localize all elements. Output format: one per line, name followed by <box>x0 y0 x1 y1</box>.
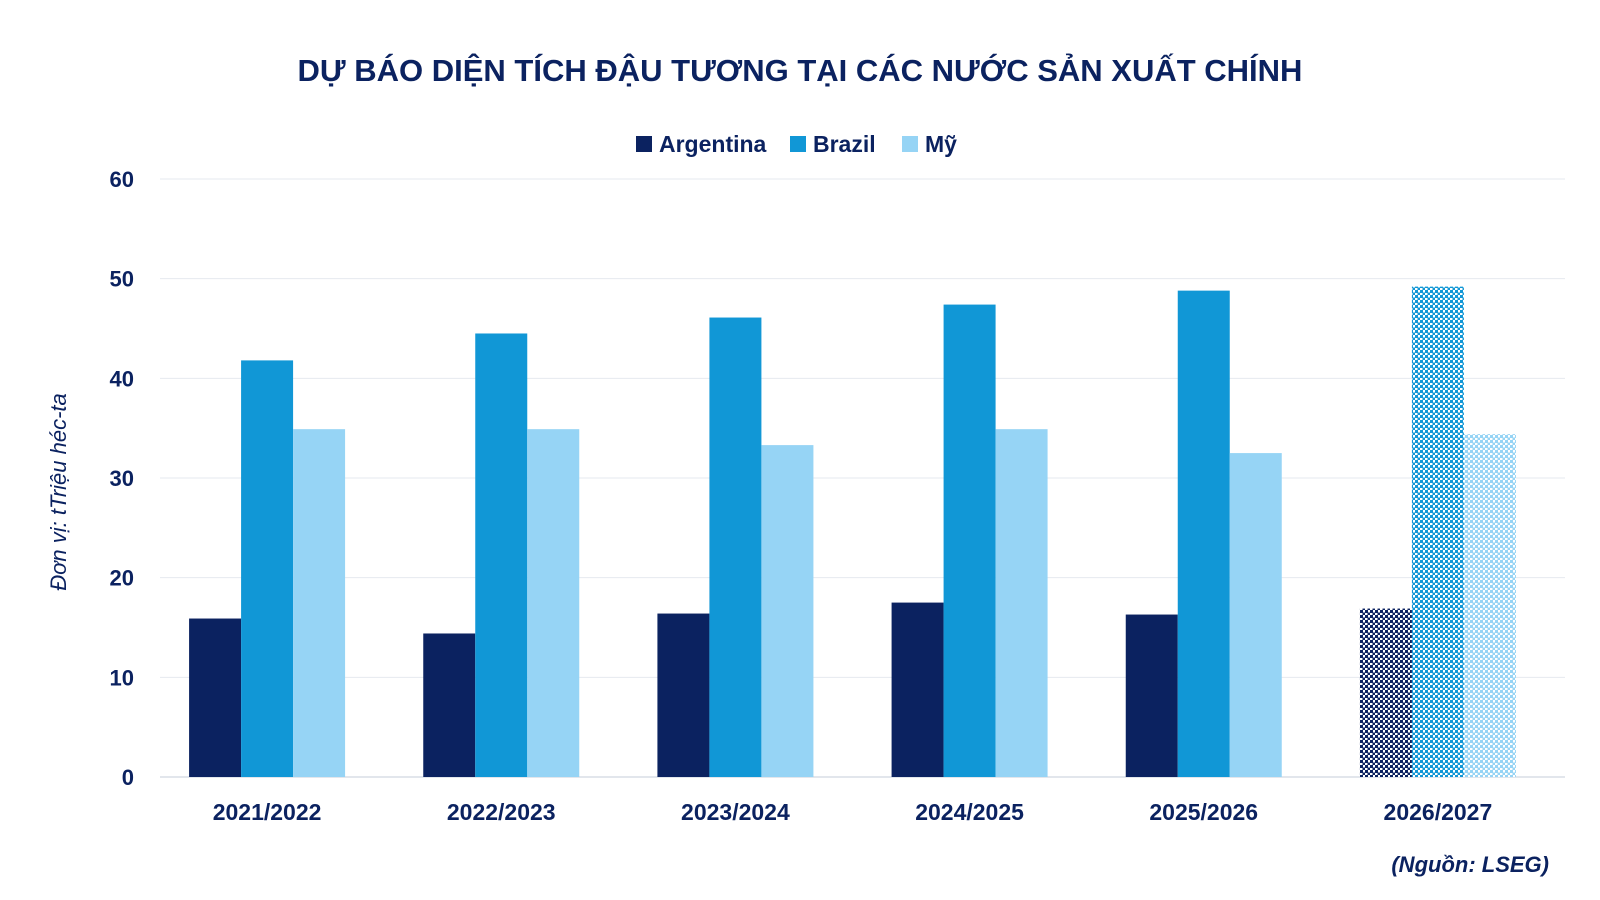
bar-brazil-2026-2027 <box>1411 286 1464 777</box>
y-tick-label: 10 <box>110 665 134 690</box>
bar-mỹ-2023-2024 <box>761 445 814 777</box>
x-category-label: 2022/2023 <box>447 799 556 825</box>
legend-item-argentina: Argentina <box>636 131 767 157</box>
bar-mỹ-2021-2022 <box>293 429 346 777</box>
bar-brazil-2021-2022 <box>241 360 294 777</box>
bar-mỹ-2022-2023 <box>527 429 580 777</box>
legend-item-brazil: Brazil <box>790 131 876 157</box>
y-axis-label: Đơn vị: tTriệu héc-ta <box>46 393 71 591</box>
bar-brazil-2024-2025 <box>943 304 996 777</box>
y-tick-label: 60 <box>110 167 134 192</box>
legend-item-mỹ: Mỹ <box>902 131 957 157</box>
bar-brazil-2022-2023 <box>475 333 528 777</box>
bar-argentina-2025-2026 <box>1125 614 1178 777</box>
bar-argentina-2024-2025 <box>891 602 944 777</box>
legend-label: Brazil <box>813 131 876 157</box>
gridlines <box>160 178 1565 778</box>
bar-mỹ-2026-2027 <box>1463 434 1516 777</box>
bar-argentina-2021-2022 <box>189 618 242 777</box>
x-category-label: 2023/2024 <box>681 799 790 825</box>
source-note: (Nguồn: LSEG) <box>1391 852 1549 877</box>
legend: Argentina Brazil Mỹ <box>636 131 957 157</box>
y-tick-label: 50 <box>110 267 134 292</box>
bar-argentina-2022-2023 <box>423 633 476 777</box>
chart-title: DỰ BÁO DIỆN TÍCH ĐẬU TƯƠNG TẠI CÁC NƯỚC … <box>298 52 1303 88</box>
legend-swatch <box>636 136 652 152</box>
bar-argentina-2023-2024 <box>657 613 710 777</box>
x-axis-categories: 2021/2022 2022/2023 2023/2024 2024/2025 2025… <box>213 799 1493 825</box>
legend-label: Argentina <box>659 131 767 157</box>
bar-brazil-2025-2026 <box>1177 290 1230 777</box>
bars <box>189 286 1516 777</box>
y-tick-label: 40 <box>110 366 134 391</box>
x-category-label: 2021/2022 <box>213 799 322 825</box>
bar-mỹ-2024-2025 <box>995 429 1048 777</box>
bar-brazil-2023-2024 <box>709 317 762 777</box>
y-tick-label: 0 <box>122 765 134 790</box>
y-axis-ticks: 0 10 20 30 40 50 60 <box>110 167 134 790</box>
x-category-label: 2024/2025 <box>915 799 1024 825</box>
bar-mỹ-2025-2026 <box>1229 453 1282 777</box>
y-tick-label: 30 <box>110 466 134 491</box>
legend-label: Mỹ <box>925 131 957 157</box>
x-category-label: 2026/2027 <box>1384 799 1493 825</box>
legend-swatch <box>902 136 918 152</box>
bar-argentina-2026-2027 <box>1359 608 1412 777</box>
legend-swatch <box>790 136 806 152</box>
y-tick-label: 20 <box>110 566 134 591</box>
x-category-label: 2025/2026 <box>1149 799 1258 825</box>
